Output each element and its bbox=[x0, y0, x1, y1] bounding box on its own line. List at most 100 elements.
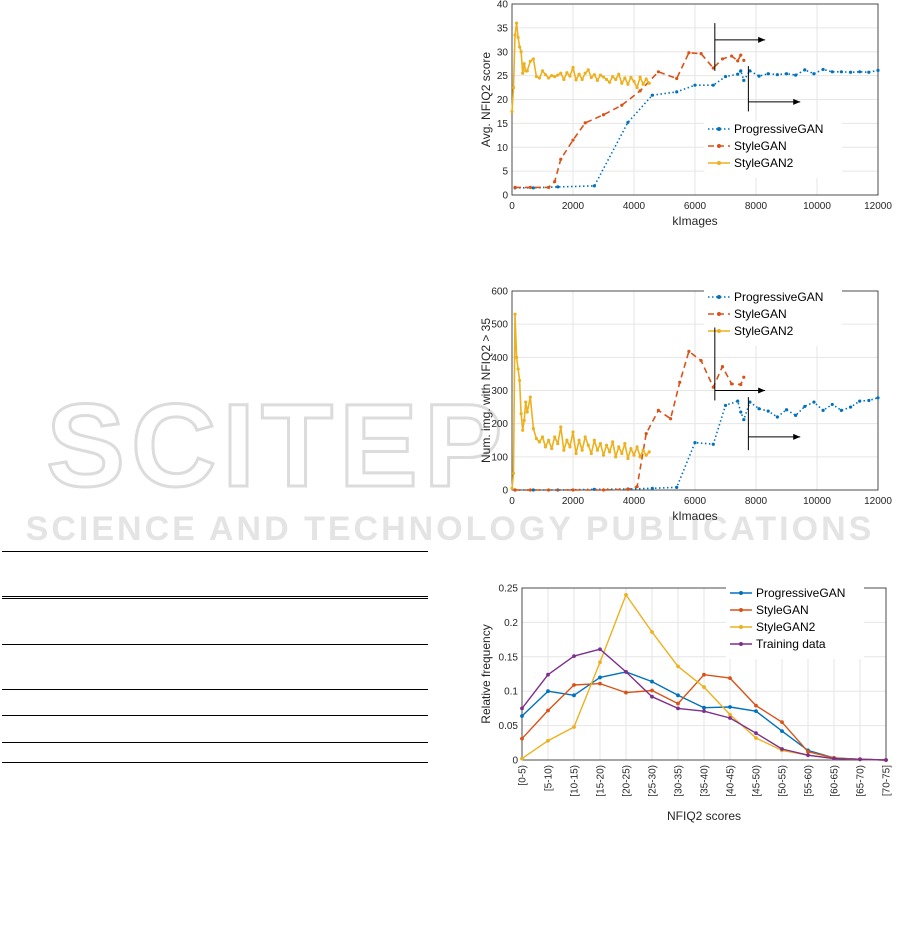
data-point bbox=[513, 312, 517, 316]
data-point bbox=[858, 70, 862, 74]
data-point bbox=[546, 672, 550, 677]
data-point bbox=[592, 73, 596, 77]
data-point bbox=[638, 89, 642, 93]
data-point bbox=[702, 685, 706, 689]
data-point bbox=[528, 488, 532, 492]
legend: ProgressiveGAN StyleGAN StyleGAN2 bbox=[704, 289, 842, 346]
data-point bbox=[604, 77, 609, 82]
data-point bbox=[784, 72, 789, 76]
data-point bbox=[547, 76, 551, 80]
data-point bbox=[876, 396, 880, 400]
data-point bbox=[806, 753, 810, 758]
data-point bbox=[601, 488, 606, 492]
data-point bbox=[540, 435, 545, 439]
data-point bbox=[598, 681, 602, 686]
data-point bbox=[559, 157, 563, 161]
data-point bbox=[553, 74, 557, 79]
data-point bbox=[556, 185, 560, 189]
data-point bbox=[583, 435, 587, 439]
data-point bbox=[757, 74, 761, 78]
data-point bbox=[676, 701, 680, 706]
data-point bbox=[598, 441, 603, 446]
data-point bbox=[537, 76, 542, 80]
data-point bbox=[620, 103, 624, 107]
data-point bbox=[635, 485, 639, 489]
data-point bbox=[848, 405, 853, 409]
legend-entry: ProgressiveGAN bbox=[734, 290, 823, 304]
x-tick-label: 6000 bbox=[684, 496, 707, 507]
data-point bbox=[528, 59, 532, 63]
data-point bbox=[711, 442, 715, 446]
data-point bbox=[547, 488, 551, 492]
data-point bbox=[620, 81, 624, 85]
legend-marker bbox=[717, 144, 721, 148]
data-point bbox=[656, 408, 660, 412]
x-tick-label: [50-55) bbox=[778, 765, 789, 797]
y-tick-label: 0.25 bbox=[499, 584, 519, 595]
data-point bbox=[522, 418, 526, 422]
data-point bbox=[511, 85, 516, 90]
data-point bbox=[669, 417, 673, 421]
data-point bbox=[514, 21, 519, 25]
data-point bbox=[812, 400, 816, 404]
data-point bbox=[592, 184, 596, 188]
legend-entry: StyleGAN2 bbox=[734, 324, 794, 338]
data-point bbox=[736, 72, 740, 76]
data-point bbox=[617, 445, 621, 449]
x-tick-label: [65-70) bbox=[856, 765, 867, 797]
legend-marker bbox=[717, 312, 721, 316]
legend-entry: Training data bbox=[756, 637, 826, 651]
data-point bbox=[650, 630, 654, 634]
table-rule-row-1 bbox=[2, 644, 428, 645]
table-rule-bottom bbox=[2, 762, 428, 763]
y-tick-label: 0 bbox=[502, 191, 508, 202]
data-point bbox=[524, 400, 528, 404]
data-point bbox=[641, 448, 645, 452]
y-tick-label: 35 bbox=[497, 23, 509, 34]
x-tick-label: [15-20) bbox=[596, 765, 607, 797]
data-point bbox=[553, 435, 557, 439]
legend-marker bbox=[717, 295, 721, 299]
data-point bbox=[598, 647, 602, 652]
data-point bbox=[693, 440, 697, 445]
data-point bbox=[728, 712, 732, 717]
data-point bbox=[518, 378, 522, 383]
data-point bbox=[559, 71, 563, 75]
data-point bbox=[742, 418, 746, 422]
data-point bbox=[525, 69, 529, 73]
data-point bbox=[514, 355, 519, 359]
data-point bbox=[699, 359, 703, 363]
data-point bbox=[650, 679, 654, 684]
y-tick-label: 0.2 bbox=[504, 618, 518, 629]
x-tick-label: 4000 bbox=[623, 496, 646, 507]
avg-nfiq2-chart: 0 5 10 15 20 25 30 35 40 0 2000 4000 6000 8000 10000 12… bbox=[479, 0, 892, 228]
data-point bbox=[739, 410, 743, 414]
data-point bbox=[635, 85, 639, 90]
data-point bbox=[687, 349, 691, 353]
data-point bbox=[520, 714, 524, 718]
nfiq2-histogram-chart: 0 0.05 0.1 0.15 0.2 0.25 [0-5) [5-10) [10-15) [15… bbox=[479, 584, 893, 824]
data-point bbox=[739, 382, 743, 387]
data-point bbox=[571, 488, 575, 492]
y-tick-label: 0 bbox=[512, 756, 518, 767]
legend-marker bbox=[739, 625, 743, 629]
x-tick-label: [55-60) bbox=[804, 765, 815, 797]
data-point bbox=[571, 65, 575, 70]
data-point bbox=[626, 120, 630, 125]
legend-entry: StyleGAN2 bbox=[756, 620, 816, 634]
data-point bbox=[510, 486, 514, 490]
data-point bbox=[601, 113, 606, 117]
data-point bbox=[638, 75, 642, 79]
data-point bbox=[644, 77, 648, 81]
data-point bbox=[614, 455, 618, 459]
legend-marker bbox=[717, 127, 721, 131]
legend-entry: ProgressiveGAN bbox=[756, 586, 845, 600]
data-point bbox=[675, 90, 679, 94]
data-point bbox=[867, 398, 871, 403]
x-tick-label: [35-40) bbox=[700, 765, 711, 797]
data-point bbox=[571, 430, 575, 434]
axes-box bbox=[521, 587, 887, 761]
data-point bbox=[589, 75, 593, 80]
data-point bbox=[574, 78, 578, 82]
series-line bbox=[515, 51, 745, 189]
